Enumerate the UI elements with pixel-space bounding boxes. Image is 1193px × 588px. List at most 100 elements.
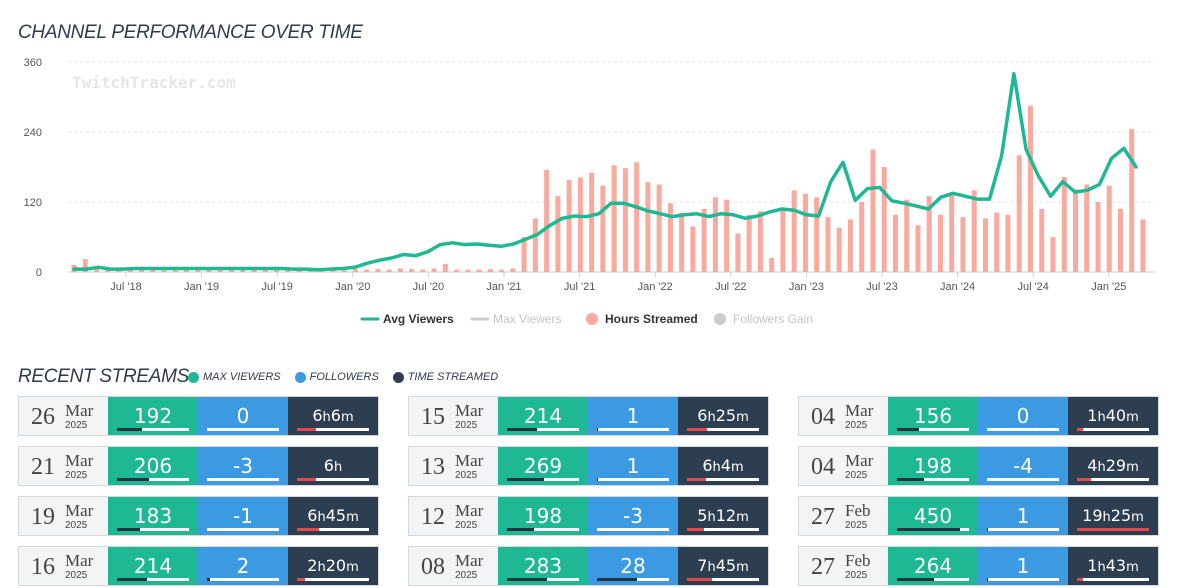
hours-bar[interactable] (701, 209, 707, 272)
hours-bar[interactable] (409, 269, 415, 272)
hours-bar[interactable] (229, 269, 235, 272)
hours-bar[interactable] (499, 269, 505, 272)
hours-bar[interactable] (982, 218, 988, 272)
hours-bar[interactable] (476, 269, 482, 272)
legend-item[interactable]: Avg Viewers (360, 312, 454, 326)
chart-legend[interactable]: Avg Viewers Max Viewers Hours Streamed Foll… (360, 312, 813, 326)
hours-bar[interactable] (566, 179, 572, 272)
hours-bar[interactable] (847, 219, 853, 273)
stream-card[interactable]: 12 Mar 2025 198 -3 5h12m (408, 496, 769, 536)
hours-bar[interactable] (577, 177, 583, 273)
hours-bar[interactable] (532, 218, 538, 272)
hours-bar[interactable] (825, 217, 831, 272)
hours-bar[interactable] (1084, 184, 1090, 273)
stream-card[interactable]: 21 Mar 2025 206 -3 6h (18, 446, 379, 486)
hours-bar[interactable] (544, 169, 550, 272)
stream-card[interactable]: 04 Mar 2025 156 0 1h40m (798, 396, 1159, 436)
hours-streamed-series[interactable] (71, 105, 1146, 273)
legend-item[interactable]: Followers Gain (714, 312, 813, 326)
hours-bar[interactable] (555, 196, 561, 272)
stream-card[interactable]: 16 Mar 2025 214 2 2h20m (18, 546, 379, 586)
hours-bar[interactable] (364, 269, 370, 272)
hours-bar[interactable] (926, 196, 932, 272)
stream-card[interactable]: 27 Feb 2025 264 1 1h43m (798, 546, 1159, 586)
hours-bar[interactable] (656, 184, 662, 273)
hours-bar[interactable] (195, 269, 201, 272)
stream-card[interactable]: 19 Mar 2025 183 -1 6h45m (18, 496, 379, 536)
stream-card[interactable]: 26 Mar 2025 192 0 6h6m (18, 396, 379, 436)
hours-bar[interactable] (859, 202, 865, 272)
hours-bar[interactable] (645, 182, 651, 272)
hours-bar[interactable] (127, 269, 133, 272)
hours-bar[interactable] (420, 269, 426, 272)
hours-bar[interactable] (431, 268, 437, 273)
hours-bar[interactable] (757, 211, 763, 272)
hours-bar[interactable] (1129, 129, 1135, 272)
hours-bar[interactable] (814, 197, 820, 272)
hours-bar[interactable] (589, 172, 595, 272)
hours-bar[interactable] (94, 267, 100, 272)
hours-bar[interactable] (442, 263, 448, 272)
stream-card[interactable]: 13 Mar 2025 269 1 6h4m (408, 446, 769, 486)
hours-bar[interactable] (341, 269, 347, 272)
hours-bar[interactable] (960, 217, 966, 272)
hours-bar[interactable] (521, 237, 527, 272)
hours-bar[interactable] (802, 193, 808, 272)
legend-item[interactable]: Max Viewers (470, 312, 561, 326)
hours-bar[interactable] (1106, 185, 1112, 272)
hours-bar[interactable] (1016, 155, 1022, 272)
stream-card[interactable]: 15 Mar 2025 214 1 6h25m (408, 396, 769, 436)
hours-bar[interactable] (454, 269, 460, 272)
avg-viewers-line[interactable] (72, 71, 1138, 272)
hours-bar[interactable] (487, 269, 493, 272)
hours-bar[interactable] (172, 269, 178, 272)
hours-bar[interactable] (1050, 237, 1056, 272)
hours-bar[interactable] (206, 269, 212, 272)
hours-bar[interactable] (690, 226, 696, 273)
stream-card[interactable]: 04 Mar 2025 198 -4 4h29m (798, 446, 1159, 486)
hours-bar[interactable] (769, 258, 775, 272)
hours-bar[interactable] (780, 209, 786, 272)
hours-bar[interactable] (791, 190, 797, 272)
stream-card[interactable]: 08 Mar 2025 283 28 7h45m (408, 546, 769, 586)
hours-bar[interactable] (724, 199, 730, 272)
hours-bar[interactable] (892, 214, 898, 272)
hours-bar[interactable] (611, 165, 617, 272)
hours-bar[interactable] (375, 269, 381, 272)
hours-bar[interactable] (634, 162, 640, 272)
hours-bar[interactable] (994, 212, 1000, 273)
stream-card[interactable]: 27 Feb 2025 450 1 19h25m (798, 496, 1159, 536)
hours-bar[interactable] (397, 268, 403, 273)
hours-bar[interactable] (1095, 202, 1101, 272)
hours-bar[interactable] (139, 269, 145, 272)
hours-bar[interactable] (949, 195, 955, 272)
hours-bar[interactable] (82, 259, 88, 272)
hours-bar[interactable] (622, 168, 628, 272)
hours-bar[interactable] (262, 269, 268, 272)
hours-bar[interactable] (1039, 209, 1045, 272)
hours-bar[interactable] (679, 212, 685, 273)
hours-bar[interactable] (1072, 189, 1078, 272)
hours-bar[interactable] (1027, 105, 1033, 272)
hours-bar[interactable] (915, 225, 921, 272)
hours-bar[interactable] (1140, 219, 1146, 273)
hours-bar[interactable] (510, 268, 516, 273)
hours-bar[interactable] (937, 214, 943, 272)
hours-bar[interactable] (735, 233, 741, 273)
hours-bar[interactable] (352, 269, 358, 272)
hours-bar[interactable] (667, 203, 673, 272)
hours-bar[interactable] (712, 197, 718, 272)
hours-bar[interactable] (836, 227, 842, 272)
legend-item[interactable]: Hours Streamed (586, 312, 698, 326)
hours-bar[interactable] (881, 167, 887, 272)
hours-bar[interactable] (600, 185, 606, 272)
hours-bar[interactable] (870, 149, 876, 273)
hours-bar[interactable] (904, 199, 910, 272)
hours-bar[interactable] (386, 269, 392, 272)
hours-bar[interactable] (1117, 209, 1123, 272)
hours-bar[interactable] (465, 269, 471, 272)
hours-bar[interactable] (1005, 214, 1011, 272)
hours-bar[interactable] (746, 214, 752, 272)
hours-bar[interactable] (1061, 176, 1067, 272)
hours-bar[interactable] (971, 190, 977, 272)
